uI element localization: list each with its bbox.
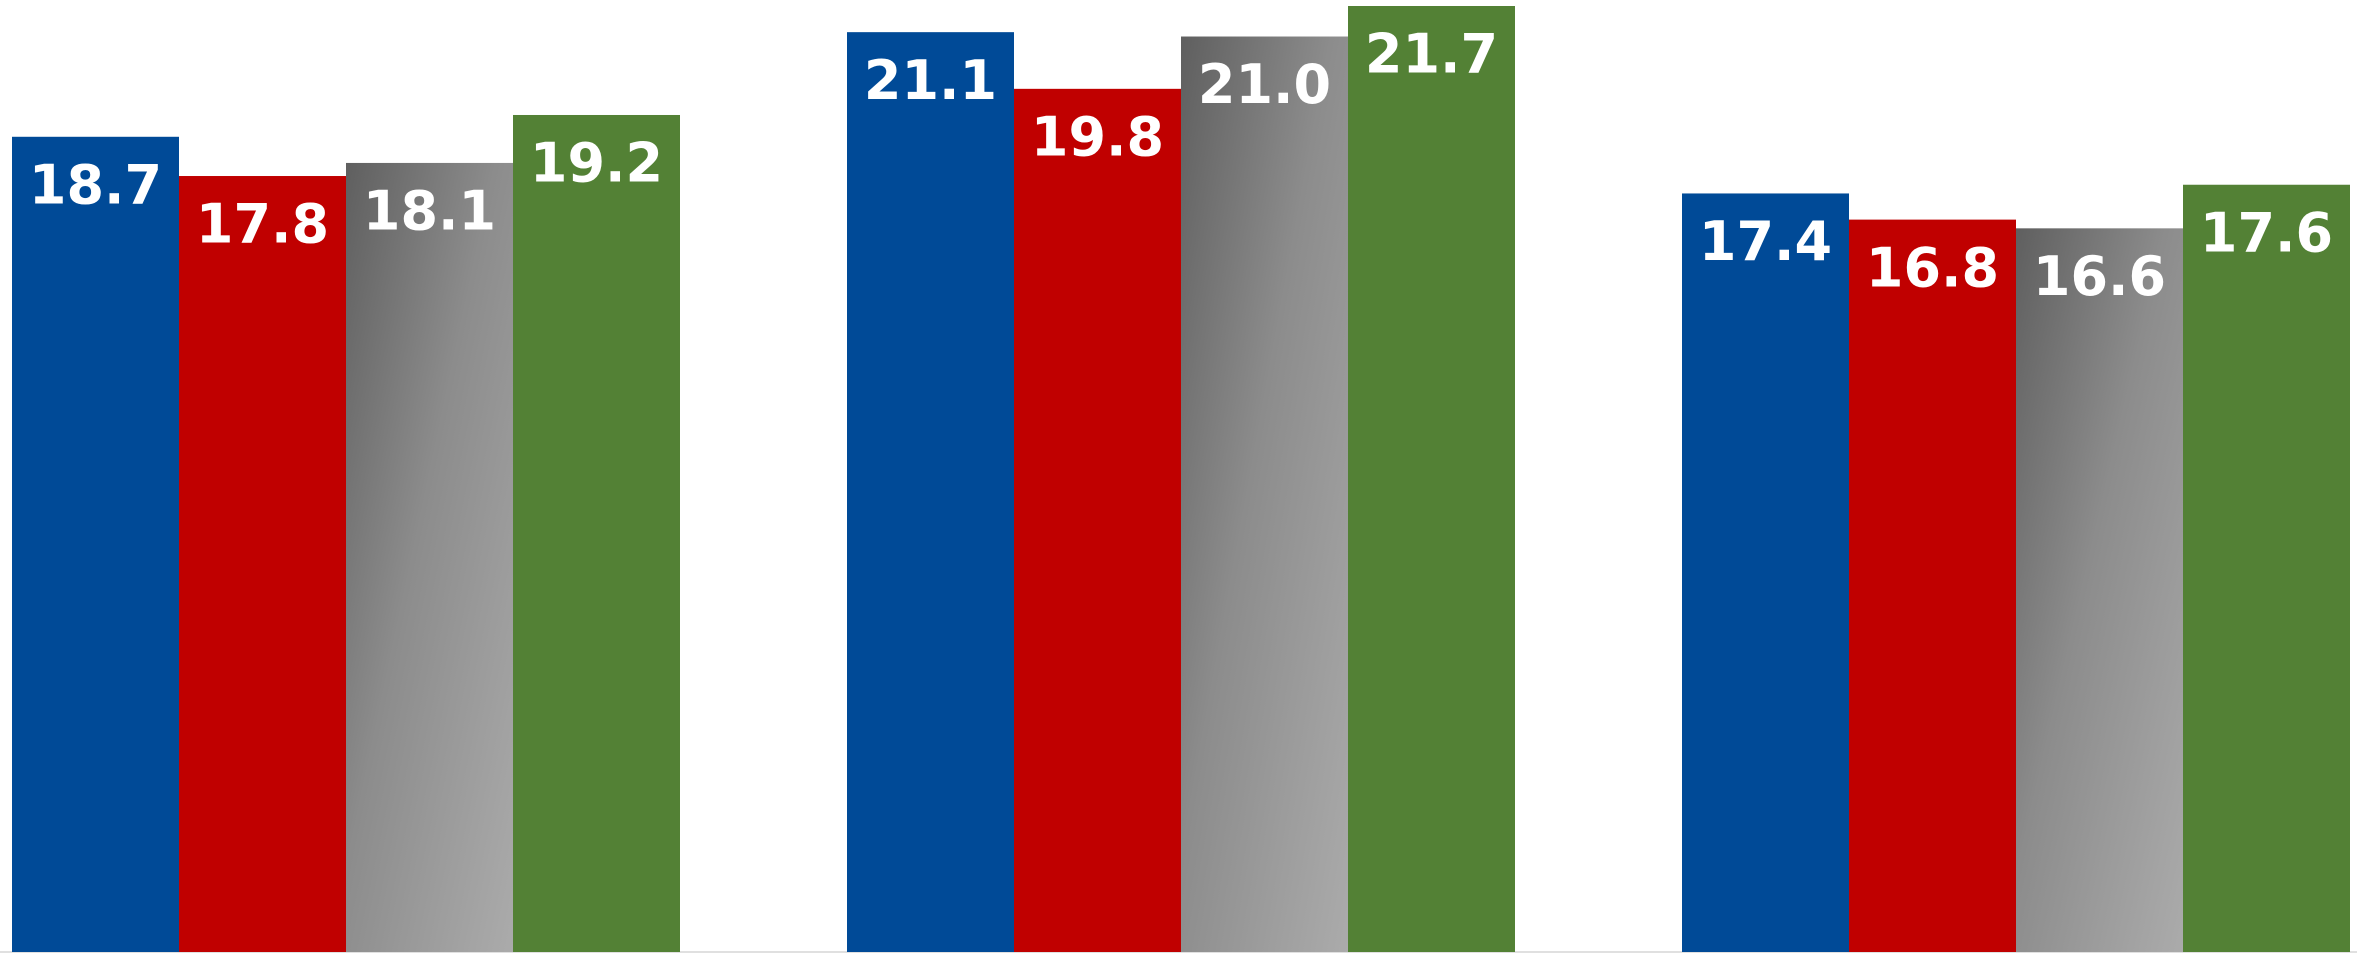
bar xyxy=(1849,219,2016,952)
data-label: 21.7 xyxy=(1365,23,1498,86)
bar xyxy=(847,32,1014,953)
data-label: 16.8 xyxy=(1866,236,1999,299)
data-label: 17.6 xyxy=(2200,201,2333,264)
data-label: 21.1 xyxy=(864,49,997,112)
data-label: 17.4 xyxy=(1699,210,1832,273)
data-label: 16.6 xyxy=(2033,245,2166,308)
data-label: 19.8 xyxy=(1031,105,1164,168)
bar xyxy=(2183,184,2350,953)
bar xyxy=(1682,193,1849,952)
bar xyxy=(513,114,680,952)
bar xyxy=(346,162,513,953)
bar xyxy=(1348,6,1515,952)
bar xyxy=(1014,88,1181,953)
bar xyxy=(2016,228,2183,953)
bar xyxy=(1181,36,1348,953)
bar xyxy=(12,136,179,952)
bar xyxy=(179,176,346,952)
data-label: 19.2 xyxy=(530,132,663,195)
data-label: 18.1 xyxy=(363,180,496,243)
data-label: 21.0 xyxy=(1198,53,1331,116)
data-label: 17.8 xyxy=(196,193,329,256)
data-label: 18.7 xyxy=(29,153,162,216)
